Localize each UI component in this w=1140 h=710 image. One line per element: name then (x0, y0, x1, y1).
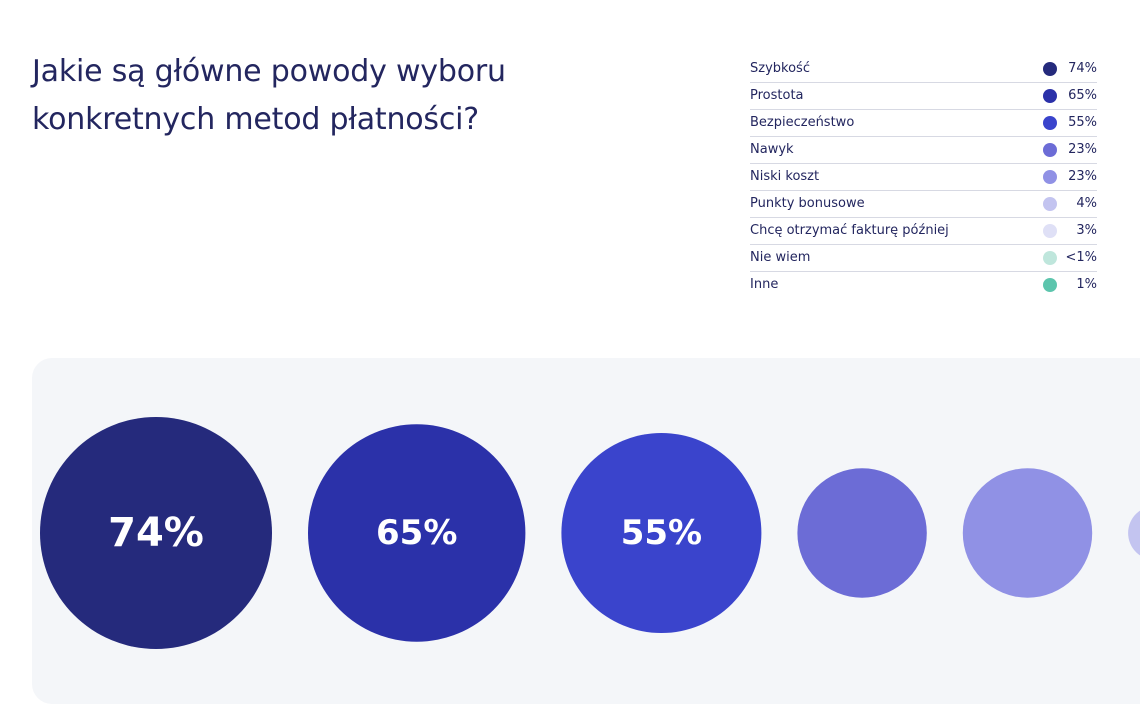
legend-item: Szybkość 74% (750, 56, 1097, 83)
legend-color-swatch (1043, 278, 1057, 292)
legend-label: Nie wiem (750, 250, 811, 265)
chart-title: Jakie są główne powody wyboru konkretnyc… (32, 48, 592, 144)
legend-item: Prostota 65% (750, 83, 1097, 110)
legend-color-swatch (1043, 251, 1057, 265)
legend-color-swatch (1043, 170, 1057, 184)
legend-value: 23% (1068, 169, 1097, 184)
bubble-chart-panel: 74% 65% 55% (32, 358, 1140, 704)
legend-item: Niski koszt 23% (750, 164, 1097, 191)
legend-label: Niski koszt (750, 169, 820, 184)
legend-color-swatch (1043, 224, 1057, 238)
legend-item: Bezpieczeństwo 55% (750, 110, 1097, 137)
legend-value: 1% (1076, 277, 1097, 292)
bubble-value-label: 74% (108, 510, 204, 556)
legend-label: Chcę otrzymać fakturę później (750, 223, 949, 238)
legend-value: 55% (1068, 115, 1097, 130)
bubble-prostota (308, 424, 526, 642)
legend-label: Punkty bonusowe (750, 196, 865, 211)
chart-title-line-2: konkretnych metod płatności? (32, 102, 479, 137)
legend-value: 65% (1068, 88, 1097, 103)
bubble-punkty-bonusowe (1128, 510, 1140, 556)
bubble-chart: 74% 65% 55% (40, 417, 1140, 649)
bubble-value-label: 55% (621, 513, 702, 553)
legend-color-swatch (1043, 89, 1057, 103)
bubble-bezpieczeństwo (561, 433, 762, 633)
legend-color-swatch (1043, 116, 1057, 130)
legend-label: Nawyk (750, 142, 794, 157)
legend-item: Chcę otrzymać fakturę później 3% (750, 218, 1097, 245)
chart-title-line-1: Jakie są główne powody wyboru (32, 54, 506, 89)
legend-value: 74% (1068, 61, 1097, 76)
bubble-szybkość (40, 417, 272, 649)
legend-label: Szybkość (750, 61, 810, 76)
legend-value: 23% (1068, 142, 1097, 157)
legend-color-swatch (1043, 197, 1057, 211)
bubble-nawyk (797, 468, 927, 598)
legend-value: <1% (1065, 250, 1097, 265)
legend-color-swatch (1043, 143, 1057, 157)
legend-item: Punkty bonusowe 4% (750, 191, 1097, 218)
bubble-niski-koszt (962, 468, 1093, 598)
legend-label: Prostota (750, 88, 804, 103)
legend: Szybkość 74% Prostota 65% Bezpieczeństwo 55% N… (750, 56, 1097, 298)
legend-item: Nawyk 23% (750, 137, 1097, 164)
bubble-value-label: 65% (376, 513, 457, 553)
legend-label: Inne (750, 277, 779, 292)
legend-value: 3% (1076, 223, 1097, 238)
legend-item: Inne 1% (750, 272, 1097, 298)
legend-item: Nie wiem <1% (750, 245, 1097, 272)
legend-value: 4% (1076, 196, 1097, 211)
legend-label: Bezpieczeństwo (750, 115, 855, 130)
legend-color-swatch (1043, 62, 1057, 76)
